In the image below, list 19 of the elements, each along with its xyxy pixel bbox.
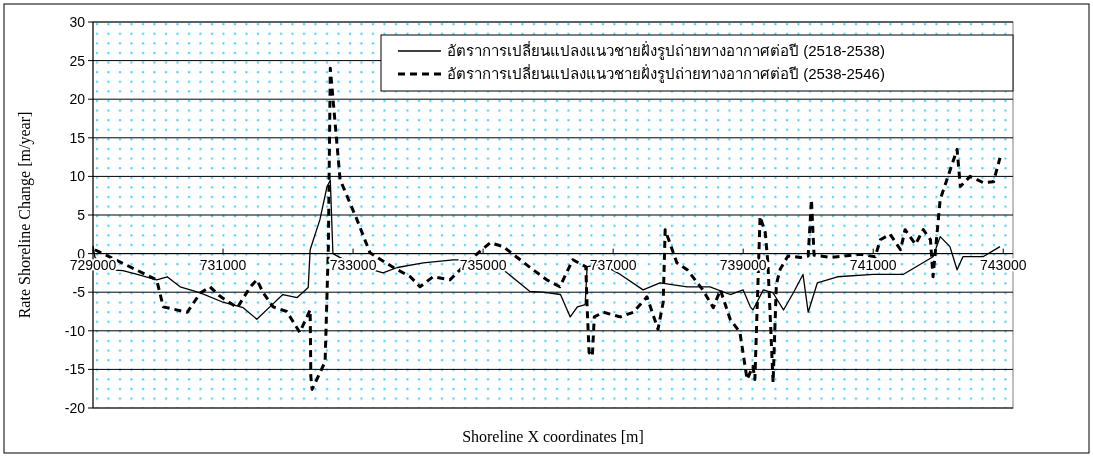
x-axis-title: Shoreline X coordinates [m]	[462, 428, 644, 445]
legend-label: อัตราการเปลี่ยนแปลงแนวชายฝั่งรูปถ่ายทางอากาศต่อปี (2538-2546)	[447, 63, 885, 84]
y-tick-label: -20	[64, 399, 86, 416]
y-tick-label: -5	[72, 284, 86, 301]
x-tick-label: 743000	[979, 256, 1027, 273]
legend-label: อัตราการเปลี่ยนแปลงแนวชายฝั่งรูปถ่ายทางอากาศต่อปี (2518-2538)	[447, 40, 885, 61]
x-tick-label: 739000	[719, 256, 767, 273]
y-tick-label: 25	[69, 52, 86, 69]
y-tick-label: 5	[77, 206, 86, 223]
x-tick-label: 731000	[199, 256, 247, 273]
x-tick-label: 741000	[849, 256, 897, 273]
y-tick-label: 20	[69, 91, 86, 108]
y-tick-label: -10	[64, 322, 86, 339]
y-tick-label: 10	[69, 168, 86, 185]
y-tick-label: -15	[64, 361, 86, 378]
y-axis-title: Rate Shoreline Change [m/year]	[16, 111, 34, 319]
y-tick-label: 15	[69, 129, 86, 146]
y-tick-label: 30	[69, 13, 86, 30]
x-tick-label: 737000	[589, 256, 637, 273]
